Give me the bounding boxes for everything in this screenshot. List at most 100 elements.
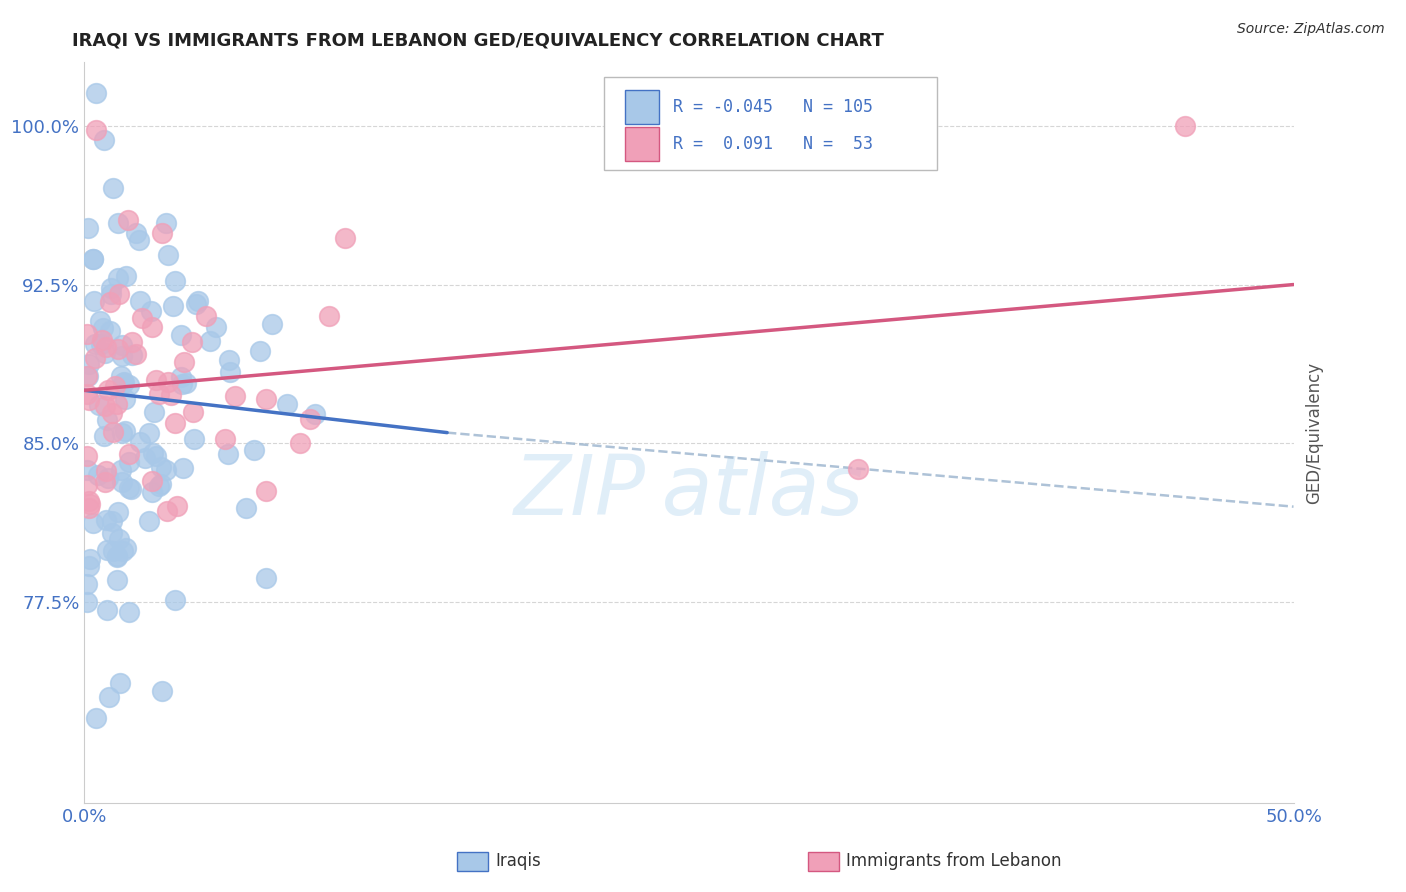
Point: [121, 335, 143, 350]
Point: [94, 346, 117, 360]
Point: [170, 328, 193, 343]
Point: [249, 344, 271, 359]
Point: [76, 221, 98, 235]
Point: [76, 595, 98, 609]
Point: [93, 429, 115, 443]
Text: IRAQI VS IMMIGRANTS FROM LEBANON GED/EQUIVALENCY CORRELATION CHART: IRAQI VS IMMIGRANTS FROM LEBANON GED/EQU…: [72, 32, 884, 50]
Point: [183, 432, 205, 446]
Point: [96, 543, 118, 558]
Point: [93, 399, 115, 413]
Point: [150, 684, 173, 698]
Point: [142, 405, 165, 419]
Point: [163, 592, 186, 607]
Point: [84, 351, 107, 366]
Point: [157, 248, 180, 262]
Point: [118, 455, 141, 469]
Point: [112, 376, 135, 390]
Point: [173, 354, 195, 368]
Point: [77, 357, 100, 371]
Point: [77, 559, 100, 574]
Point: [76, 387, 98, 401]
Point: [142, 445, 165, 459]
Point: [77, 369, 100, 384]
Point: [82, 516, 104, 530]
Point: [97, 470, 120, 484]
Point: [181, 405, 204, 419]
Point: [134, 450, 156, 465]
Point: [107, 505, 129, 519]
Point: [184, 297, 207, 311]
Point: [150, 476, 173, 491]
Point: [290, 436, 312, 450]
Point: [105, 549, 128, 564]
Point: [141, 484, 163, 499]
Point: [138, 514, 160, 528]
Point: [254, 392, 277, 406]
Point: [118, 378, 141, 392]
Text: ZIP atlas: ZIP atlas: [513, 451, 865, 533]
Point: [90, 337, 112, 351]
Point: [141, 304, 163, 318]
Point: [76, 326, 98, 341]
Point: [218, 352, 240, 367]
Point: [125, 226, 148, 240]
Text: R = -0.045   N = 105: R = -0.045 N = 105: [673, 98, 873, 116]
Point: [128, 435, 150, 450]
Point: [155, 463, 177, 477]
Point: [83, 293, 105, 308]
FancyBboxPatch shape: [605, 78, 936, 169]
Point: [94, 464, 117, 478]
Point: [141, 474, 163, 488]
Point: [235, 501, 257, 516]
Point: [118, 447, 141, 461]
Point: [107, 342, 129, 356]
Point: [111, 349, 134, 363]
Point: [157, 375, 180, 389]
Point: [94, 340, 117, 354]
Text: Source: ZipAtlas.com: Source: ZipAtlas.com: [1237, 22, 1385, 37]
Point: [107, 216, 129, 230]
Point: [76, 577, 98, 591]
Point: [111, 338, 134, 352]
Point: [318, 309, 340, 323]
Point: [117, 213, 139, 227]
Point: [224, 389, 246, 403]
Point: [150, 226, 173, 240]
Point: [163, 416, 186, 430]
Point: [101, 526, 124, 541]
Point: [98, 324, 121, 338]
Point: [138, 426, 160, 441]
Point: [299, 412, 322, 426]
Point: [77, 493, 100, 508]
FancyBboxPatch shape: [624, 90, 659, 123]
Point: [218, 365, 240, 379]
Text: R =  0.091   N =  53: R = 0.091 N = 53: [673, 135, 873, 153]
Point: [125, 347, 148, 361]
Point: [141, 319, 163, 334]
Point: [101, 407, 124, 421]
Point: [159, 388, 181, 402]
Point: [82, 252, 104, 266]
Text: Iraqis: Iraqis: [495, 852, 541, 870]
Point: [128, 293, 150, 308]
Point: [131, 311, 153, 326]
Point: [194, 309, 217, 323]
Point: [200, 334, 222, 348]
Point: [91, 321, 114, 335]
Point: [110, 426, 132, 441]
Point: [304, 407, 326, 421]
Point: [105, 397, 128, 411]
Point: [76, 463, 98, 477]
Point: [97, 383, 120, 397]
Point: [148, 386, 170, 401]
Point: [217, 447, 239, 461]
Point: [214, 432, 236, 446]
Point: [76, 477, 98, 491]
Point: [76, 369, 98, 384]
Point: [98, 295, 121, 310]
Point: [91, 333, 114, 347]
Point: [110, 368, 132, 383]
Point: [242, 443, 264, 458]
Point: [145, 449, 167, 463]
Point: [254, 483, 277, 498]
